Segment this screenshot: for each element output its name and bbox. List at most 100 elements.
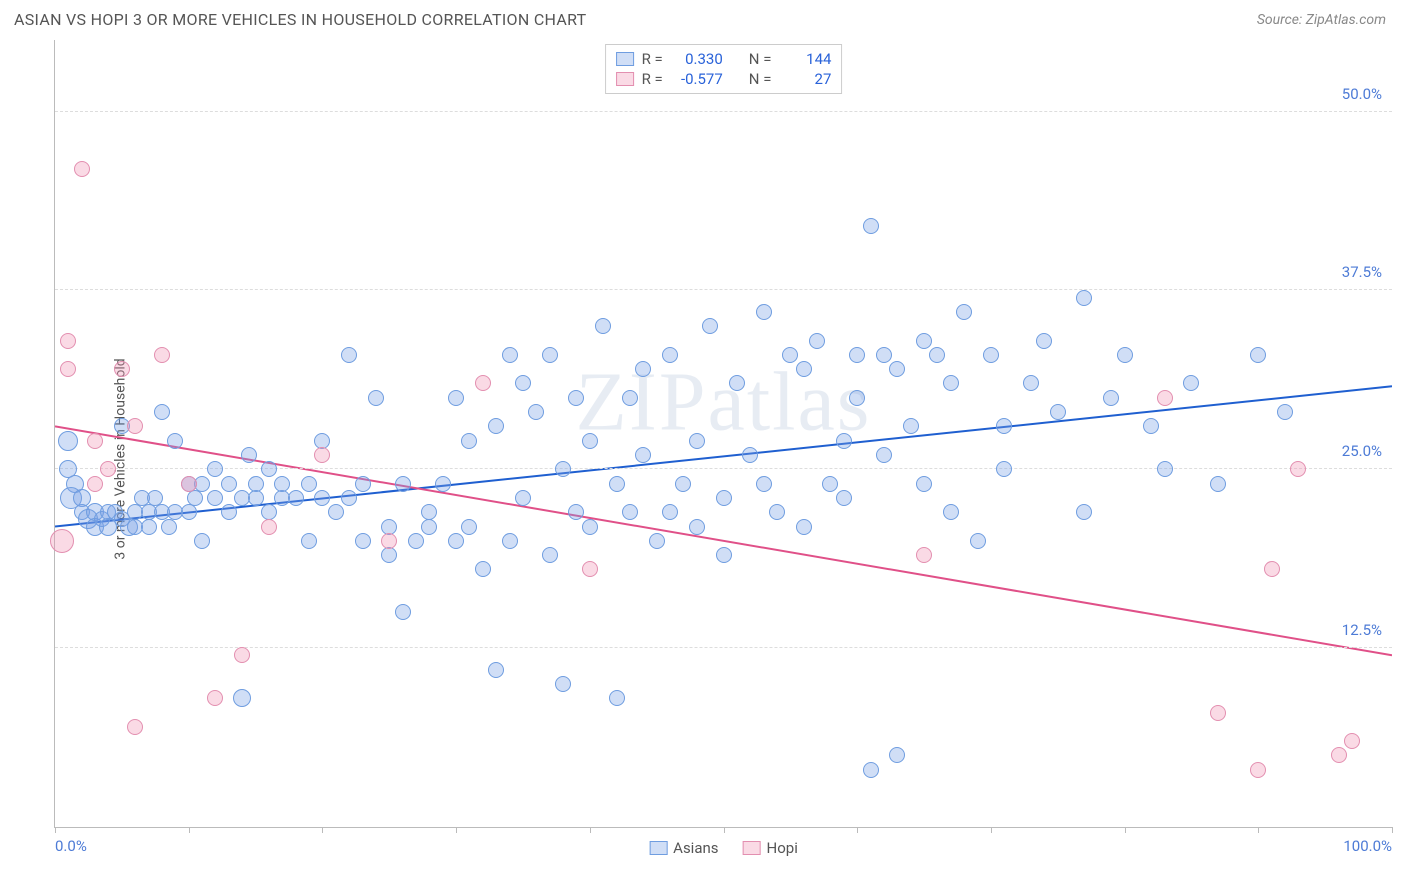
- data-point: [849, 390, 865, 406]
- data-point: [1183, 375, 1199, 391]
- data-point: [100, 461, 116, 477]
- data-point: [622, 390, 638, 406]
- data-point: [60, 361, 76, 377]
- data-point: [568, 504, 584, 520]
- data-point: [515, 375, 531, 391]
- legend-stats-row-asians: R = 0.330 N = 144: [616, 49, 832, 69]
- x-tick: [857, 827, 858, 833]
- data-point: [234, 647, 250, 663]
- data-point: [836, 490, 852, 506]
- data-point: [756, 304, 772, 320]
- x-tick: [189, 827, 190, 833]
- data-point: [515, 490, 531, 506]
- data-point: [502, 347, 518, 363]
- data-point: [582, 561, 598, 577]
- data-point: [161, 519, 177, 535]
- data-point: [649, 533, 665, 549]
- stat-r-asians: 0.330: [671, 50, 723, 68]
- x-tick: [1258, 827, 1259, 833]
- data-point: [74, 161, 90, 177]
- stat-r-label: R =: [642, 70, 663, 88]
- data-point: [729, 375, 745, 391]
- data-point: [1050, 404, 1066, 420]
- data-point: [241, 447, 257, 463]
- data-point: [475, 561, 491, 577]
- data-point: [381, 547, 397, 563]
- x-tick: [1125, 827, 1126, 833]
- data-point: [689, 433, 705, 449]
- stat-n-hopi: 27: [779, 70, 831, 88]
- data-point: [1344, 733, 1360, 749]
- source-attribution: Source: ZipAtlas.com: [1257, 12, 1386, 28]
- x-tick: [55, 827, 56, 833]
- data-point: [475, 375, 491, 391]
- data-point: [983, 347, 999, 363]
- data-point: [742, 447, 758, 463]
- data-point: [943, 504, 959, 520]
- data-point: [702, 318, 718, 334]
- data-point: [863, 762, 879, 778]
- data-point: [876, 347, 892, 363]
- data-point: [50, 529, 74, 553]
- data-point: [528, 404, 544, 420]
- data-point: [929, 347, 945, 363]
- data-point: [87, 433, 103, 449]
- data-point: [903, 418, 919, 434]
- data-point: [341, 347, 357, 363]
- stat-r-hopi: -0.577: [671, 70, 723, 88]
- legend-label-hopi: Hopi: [767, 839, 798, 857]
- data-point: [1264, 561, 1280, 577]
- gridline-h: [55, 289, 1392, 290]
- data-point: [341, 490, 357, 506]
- source-prefix: Source:: [1257, 12, 1306, 28]
- data-point: [141, 519, 157, 535]
- data-point: [1277, 404, 1293, 420]
- gridline-h: [55, 111, 1392, 112]
- data-point: [568, 390, 584, 406]
- data-point: [221, 504, 237, 520]
- legend-item-hopi: Hopi: [743, 839, 798, 857]
- data-point: [233, 689, 251, 707]
- data-point: [876, 447, 892, 463]
- data-point: [261, 461, 277, 477]
- data-point: [1290, 461, 1306, 477]
- data-point: [248, 490, 264, 506]
- data-point: [1023, 375, 1039, 391]
- data-point: [314, 447, 330, 463]
- data-point: [421, 519, 437, 535]
- data-point: [488, 662, 504, 678]
- data-point: [689, 519, 705, 535]
- x-tick: [590, 827, 591, 833]
- legend-item-asians: Asians: [649, 839, 718, 857]
- data-point: [207, 690, 223, 706]
- data-point: [328, 504, 344, 520]
- data-point: [863, 218, 879, 234]
- data-point: [1076, 504, 1092, 520]
- data-point: [996, 461, 1012, 477]
- x-tick: [991, 827, 992, 833]
- data-point: [395, 604, 411, 620]
- data-point: [488, 418, 504, 434]
- data-point: [1250, 347, 1266, 363]
- y-tick-label: 50.0%: [1342, 85, 1382, 103]
- data-point: [461, 433, 477, 449]
- data-point: [769, 504, 785, 520]
- plot-area: ZIPatlas R = 0.330 N = 144 R = -0.577 N …: [54, 40, 1392, 828]
- data-point: [395, 476, 411, 492]
- data-point: [716, 490, 732, 506]
- data-point: [635, 447, 651, 463]
- x-tick-label: 0.0%: [55, 837, 87, 855]
- data-point: [154, 347, 170, 363]
- data-point: [301, 533, 317, 549]
- data-point: [1157, 461, 1173, 477]
- data-point: [355, 533, 371, 549]
- data-point: [542, 347, 558, 363]
- data-point: [448, 390, 464, 406]
- y-tick-label: 12.5%: [1342, 621, 1382, 639]
- legend-swatch-asians: [616, 52, 634, 66]
- bottom-legend: Asians Hopi: [649, 839, 798, 857]
- data-point: [970, 533, 986, 549]
- legend-stats-row-hopi: R = -0.577 N = 27: [616, 69, 832, 89]
- source-name: ZipAtlas.com: [1306, 12, 1386, 28]
- data-point: [622, 504, 638, 520]
